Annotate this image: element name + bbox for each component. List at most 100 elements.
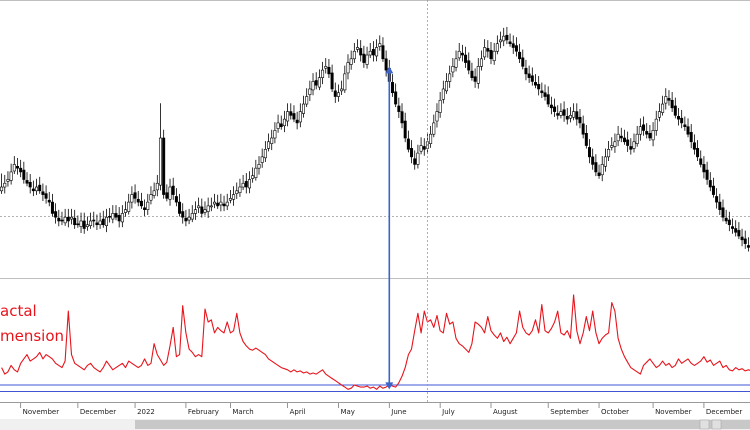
candle-body bbox=[279, 123, 283, 127]
candle-body bbox=[70, 216, 74, 220]
candle-body bbox=[521, 57, 525, 67]
candle-body bbox=[371, 49, 375, 56]
candle-body bbox=[451, 66, 455, 73]
candle-body bbox=[654, 118, 658, 131]
candle-body bbox=[518, 51, 522, 60]
candle-body bbox=[181, 211, 185, 218]
candle-body bbox=[28, 182, 32, 188]
candle-body bbox=[66, 216, 70, 222]
scroll-right-button bbox=[711, 419, 722, 430]
x-tick-label: July bbox=[441, 408, 455, 416]
candle-body bbox=[492, 50, 496, 61]
x-tick-label: October bbox=[601, 408, 629, 416]
candle-body bbox=[734, 228, 738, 233]
candle-body bbox=[616, 133, 620, 142]
scrollbar[interactable] bbox=[0, 419, 750, 430]
x-tick-label: May bbox=[340, 408, 354, 416]
candle-body bbox=[232, 194, 236, 200]
candle-body bbox=[178, 201, 182, 214]
candle-body bbox=[540, 90, 544, 94]
candle-body bbox=[597, 172, 601, 177]
candle-body bbox=[9, 171, 13, 181]
candle-body bbox=[724, 217, 728, 222]
candle-body bbox=[295, 119, 299, 124]
candle-body bbox=[213, 201, 217, 205]
candle-body bbox=[594, 162, 598, 173]
candle-body bbox=[35, 186, 39, 192]
candle-body bbox=[527, 73, 531, 78]
candle-body bbox=[702, 164, 706, 173]
candle-body bbox=[524, 67, 528, 75]
candle-body bbox=[676, 116, 680, 120]
candle-body bbox=[581, 123, 585, 135]
candle-body bbox=[692, 142, 696, 150]
candle-body bbox=[238, 186, 242, 193]
candle-body bbox=[298, 111, 302, 123]
scroll-left-button bbox=[699, 419, 710, 430]
candle-body bbox=[289, 111, 293, 116]
candle-body bbox=[311, 81, 315, 91]
x-tick-label: November bbox=[655, 408, 692, 416]
candle-body bbox=[50, 201, 54, 214]
candle-body bbox=[146, 201, 150, 210]
candle-body bbox=[356, 47, 360, 50]
candle-body bbox=[559, 111, 563, 116]
candle-body bbox=[143, 207, 147, 210]
candle-body bbox=[422, 146, 426, 150]
candle-body bbox=[419, 145, 423, 152]
candle-body bbox=[336, 92, 340, 97]
candle-body bbox=[38, 184, 42, 192]
candle-body bbox=[629, 146, 633, 150]
candle-body bbox=[117, 215, 121, 222]
scrollbar-thumb bbox=[135, 420, 750, 429]
candle-body bbox=[556, 113, 560, 116]
candle-body bbox=[565, 116, 569, 120]
candle-body bbox=[740, 236, 744, 241]
candle-body bbox=[705, 169, 709, 180]
candle-body bbox=[394, 91, 398, 105]
candle-body bbox=[448, 73, 452, 82]
candle-body bbox=[632, 141, 636, 149]
candle-body bbox=[225, 201, 229, 207]
candle-body bbox=[349, 58, 353, 65]
price-pane bbox=[0, 26, 750, 252]
candle-body bbox=[120, 213, 124, 223]
candle-body bbox=[499, 39, 503, 43]
candle-body bbox=[321, 69, 325, 78]
candle-body bbox=[416, 152, 420, 165]
candle-body bbox=[413, 158, 417, 165]
candle-body bbox=[22, 169, 26, 180]
candle-body bbox=[187, 216, 191, 221]
candle-body bbox=[651, 130, 655, 141]
candle-body bbox=[244, 181, 248, 188]
candle-body bbox=[184, 217, 188, 222]
candle-body bbox=[483, 47, 487, 58]
candle-body bbox=[168, 186, 172, 200]
candle-body bbox=[537, 83, 541, 90]
candle-body bbox=[19, 167, 23, 173]
candle-body bbox=[301, 103, 305, 114]
candle-body bbox=[378, 43, 382, 47]
candle-body bbox=[158, 137, 162, 186]
candle-body bbox=[89, 220, 93, 226]
candle-body bbox=[578, 116, 582, 124]
candle-body bbox=[600, 164, 604, 176]
candle-body bbox=[139, 200, 143, 207]
candle-body bbox=[171, 185, 175, 195]
x-tick-label: March bbox=[232, 408, 253, 416]
candle-body bbox=[346, 62, 350, 74]
x-tick-label: 2022 bbox=[137, 408, 155, 416]
candle-body bbox=[359, 48, 363, 56]
candle-body bbox=[435, 111, 439, 122]
candle-body bbox=[467, 60, 471, 71]
candle-body bbox=[588, 147, 592, 158]
candle-body bbox=[31, 188, 35, 192]
candle-body bbox=[340, 88, 344, 92]
candle-body bbox=[613, 141, 617, 147]
candle-body bbox=[470, 70, 474, 78]
candle-body bbox=[572, 111, 576, 118]
candle-body bbox=[635, 133, 639, 144]
candle-body bbox=[737, 230, 741, 237]
candle-body bbox=[721, 207, 725, 218]
